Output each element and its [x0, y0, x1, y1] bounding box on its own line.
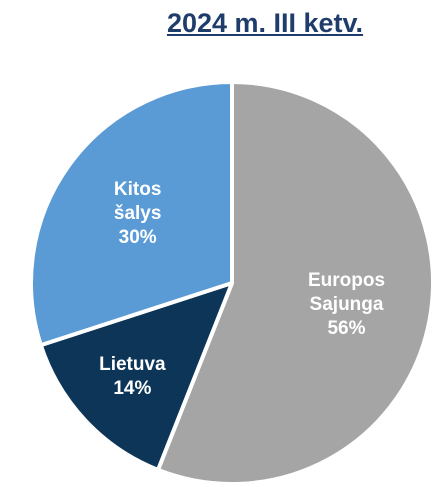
category-label: Lietuva	[99, 353, 166, 375]
pie-slice	[29, 80, 234, 348]
category-label: Europos Sajunga	[307, 269, 386, 315]
slice-label: Lietuva 14%	[82, 353, 182, 401]
value-label: 56%	[327, 317, 366, 339]
slice-label: Kitos šalys 30%	[88, 178, 188, 250]
slice-label: Europos Sajunga 56%	[297, 269, 397, 341]
chart-title: 2024 m. III ketv.	[166, 8, 364, 38]
category-label: Kitos šalys	[113, 179, 162, 225]
value-label: 14%	[113, 377, 152, 399]
pie-slice	[156, 80, 435, 486]
value-label: 30%	[118, 227, 157, 249]
